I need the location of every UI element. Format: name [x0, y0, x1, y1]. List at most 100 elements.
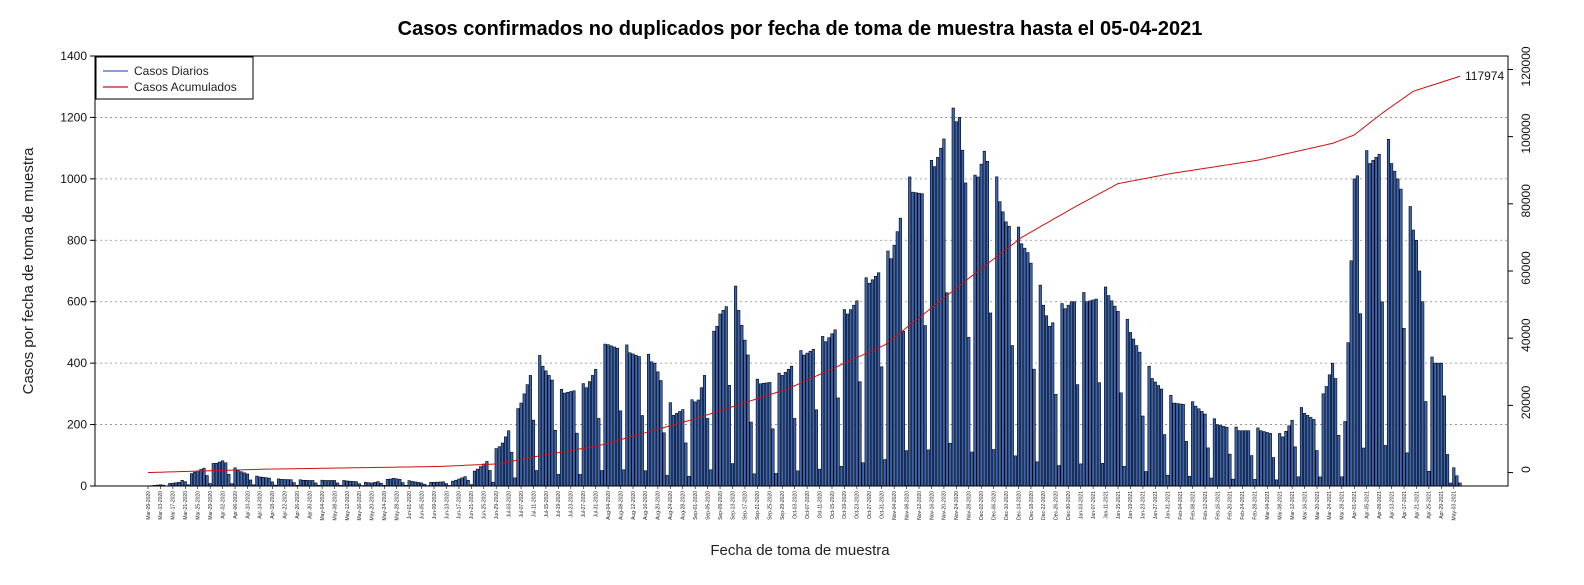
daily-bar [1004, 221, 1008, 487]
daily-bar [1349, 260, 1353, 487]
daily-bar [1147, 365, 1151, 487]
daily-bar [883, 459, 887, 487]
daily-bar [1175, 403, 1179, 487]
daily-bar [1116, 311, 1120, 487]
x-tick-label: Dec-14-2020 [1016, 491, 1022, 520]
daily-bar [793, 418, 797, 487]
daily-bar [895, 231, 899, 487]
daily-bar [765, 382, 769, 487]
x-tick-label: Jan-19-2021 [1128, 491, 1134, 519]
x-tick-label: May-20-2020 [370, 491, 376, 521]
daily-bar [1135, 345, 1139, 487]
daily-bar [961, 149, 965, 487]
daily-bar [653, 362, 657, 487]
daily-bar [637, 356, 641, 487]
daily-bar [1355, 175, 1359, 487]
daily-bar [1343, 421, 1347, 487]
daily-bar [1411, 229, 1415, 487]
daily-bar [988, 312, 993, 487]
daily-bar [199, 469, 203, 487]
daily-bar [538, 355, 542, 487]
daily-bar [1166, 474, 1170, 487]
x-tick-label: Oct-19-2020 [842, 491, 848, 519]
daily-bar [217, 461, 222, 487]
daily-bar [1334, 378, 1338, 487]
x-tick-label: Apr-18-2020 [270, 491, 276, 519]
daily-bar [1132, 338, 1136, 487]
left-tick-label: 400 [67, 356, 87, 370]
daily-bar [1163, 434, 1167, 487]
daily-bar [790, 365, 794, 487]
y-axis-label: Casos por fecha de toma de muestra [20, 147, 37, 394]
chart-title: Casos confirmados no duplicados por fech… [398, 18, 1203, 40]
daily-bar [578, 474, 582, 487]
x-tick-label: Jun-01-2020 [407, 491, 413, 519]
daily-bar [936, 157, 940, 487]
daily-bar [1041, 304, 1045, 487]
right-axis: 0 20000 40000 60000 80000 100000 120000 [1508, 46, 1533, 474]
daily-bar [1433, 362, 1437, 487]
x-tick-label: Sep-29-2020 [780, 491, 786, 520]
daily-bar [503, 436, 508, 487]
daily-bar [255, 475, 259, 487]
daily-bar [845, 313, 850, 487]
x-tick-label: Apr-21-2021 [1414, 491, 1420, 519]
daily-bar [308, 480, 312, 487]
daily-bar [1197, 408, 1201, 487]
daily-bar [799, 350, 803, 487]
daily-bar [964, 182, 968, 487]
daily-bar [1029, 262, 1033, 487]
daily-bar [659, 380, 663, 487]
daily-bar [640, 415, 644, 487]
daily-bar [892, 244, 896, 487]
x-tick-label: Jul-23-2020 [569, 491, 575, 518]
x-tick-label: Jul-03-2020 [506, 491, 512, 518]
daily-bar [1386, 139, 1391, 487]
daily-bar [1144, 471, 1148, 487]
daily-bar [905, 450, 909, 487]
x-tick-label: Jan-07-2021 [1091, 491, 1097, 519]
daily-bar [1007, 225, 1011, 487]
daily-bar [973, 174, 977, 487]
x-tick-label: Mar-29-2020 [208, 491, 214, 520]
daily-bar [351, 481, 355, 487]
x-tick-label: Sep-17-2020 [743, 491, 749, 520]
daily-bar [730, 463, 735, 487]
daily-bar [1200, 411, 1204, 487]
daily-bar [463, 476, 467, 487]
daily-bar [1187, 476, 1192, 487]
daily-bar [1153, 381, 1157, 487]
daily-bar [1035, 461, 1039, 487]
daily-bar [1268, 433, 1272, 487]
cumulative-line [147, 75, 1461, 474]
daily-bar [976, 176, 980, 487]
daily-bar [535, 470, 539, 487]
daily-bar [189, 473, 194, 487]
daily-bar [1421, 301, 1425, 487]
daily-bar [1318, 476, 1322, 487]
x-tick-label: Sep-21-2020 [755, 491, 761, 520]
x-tick-label: Mar-24-2021 [1327, 491, 1333, 520]
daily-bar [929, 159, 934, 487]
daily-bar [1312, 419, 1316, 487]
daily-bar [1063, 308, 1067, 487]
x-tick-label: Mar-04-2021 [1265, 491, 1271, 520]
daily-bar [1051, 322, 1055, 487]
daily-bar [177, 482, 181, 487]
daily-bar [681, 409, 685, 487]
daily-bar [690, 399, 694, 487]
x-tick-label: Aug-28-2020 [681, 491, 687, 520]
daily-bar [466, 479, 470, 487]
daily-bar [752, 473, 756, 487]
x-tick-label: Jul-19-2020 [556, 491, 562, 518]
daily-bar [451, 480, 455, 487]
daily-bar [743, 339, 747, 487]
x-tick-label: Dec-30-2020 [1066, 491, 1072, 520]
daily-bar [1184, 441, 1188, 487]
daily-bar [1076, 384, 1080, 487]
daily-bar [528, 375, 532, 487]
daily-bar [911, 191, 915, 487]
daily-bar [954, 121, 958, 487]
x-tick-label: May-12-2020 [345, 491, 351, 521]
x-tick-label: Aug-20-2020 [656, 491, 662, 520]
